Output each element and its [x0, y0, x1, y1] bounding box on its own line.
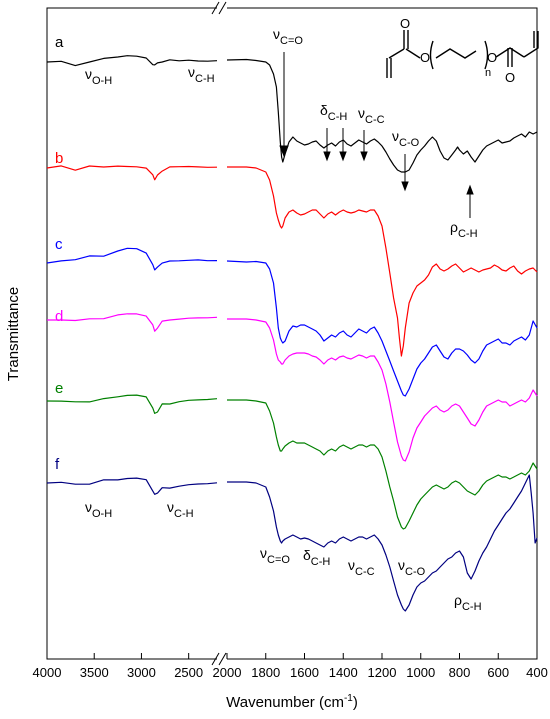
spectrum-line-d-low	[227, 318, 538, 462]
peak-arrows	[279, 52, 474, 218]
x-tick-label: 600	[487, 665, 509, 680]
plot-frame	[46, 7, 538, 660]
x-tick-label: 1400	[329, 665, 358, 680]
spectrum-line-c-high	[46, 247, 218, 271]
svg-text:O: O	[420, 50, 430, 65]
spectrum-line-e-high	[46, 394, 218, 414]
spectrum-line-d-high	[47, 313, 218, 332]
spectrum-line-a-high	[46, 55, 218, 67]
x-tick-label: 800	[449, 665, 471, 680]
label-voh-top: νO-H	[85, 66, 112, 87]
structure-subscript: n	[485, 67, 491, 79]
bottom-annotations: νO-H νC-H νC=O δC-H νC-C νC-O ρC-H	[85, 499, 482, 613]
label-vcc-top: νC-C	[358, 105, 385, 126]
spectrum-line-b-high	[46, 165, 218, 181]
label-vch-bottom: νC-H	[167, 499, 194, 520]
label-dch-top: δC-H	[320, 102, 347, 123]
x-tick-label: 2500	[174, 665, 203, 680]
top-annotations: νO-H νC-H νC=O δC-H νC-C νC-O ρC-H	[85, 26, 478, 240]
label-vco-double-bottom: νC=O	[260, 545, 290, 566]
x-tick-label: 400	[526, 665, 548, 680]
series-label-b: b	[55, 150, 63, 167]
x-axis-label: Wavenumber (cm-1)	[226, 693, 358, 711]
x-tick-label: 2000	[213, 665, 242, 680]
x-tick-label: 1800	[251, 665, 280, 680]
pegda-structure-atoms: O O O O n	[400, 16, 515, 85]
x-tick-label: 4000	[33, 665, 62, 680]
series-labels: a b c d e f	[55, 34, 64, 473]
x-tick-label: 1600	[290, 665, 319, 680]
label-vco-single-bottom: νC-O	[398, 557, 426, 578]
series-label-d: d	[55, 308, 63, 325]
svg-text:O: O	[505, 70, 515, 85]
svg-text:O: O	[487, 50, 497, 65]
series-label-f: f	[55, 456, 60, 473]
label-vco-single-top: νC-O	[392, 128, 420, 149]
arrow-vco-double	[279, 52, 289, 158]
series-label-e: e	[55, 380, 63, 397]
spectrum-line-a-low	[226, 58, 538, 173]
x-tick-label: 1200	[368, 665, 397, 680]
spectrum-line-e-low	[227, 399, 538, 530]
spectrum-line-c-low	[226, 260, 538, 397]
x-tick-label: 3000	[127, 665, 156, 680]
arrow-dch-2	[339, 128, 347, 162]
label-dch-bottom: δC-H	[303, 547, 330, 568]
label-vch-top: νC-H	[188, 64, 215, 85]
axis-break-marks	[211, 1, 227, 666]
series-layer	[46, 55, 538, 612]
spectrum-line-f-low	[227, 474, 538, 612]
series-label-a: a	[55, 34, 64, 51]
svg-text:O: O	[400, 16, 410, 31]
pegda-structure-image	[386, 30, 539, 78]
arrow-rch	[466, 184, 474, 218]
arrow-vco-single	[401, 154, 409, 192]
label-rch-top: ρC-H	[450, 219, 478, 240]
x-tick-label: 3500	[80, 665, 109, 680]
arrow-vcc	[360, 130, 368, 162]
ticks-layer: 4000 3500 3000 2500 2000 1800 1600 1400 1200 1000…	[33, 653, 548, 680]
series-label-c: c	[55, 236, 63, 253]
y-axis-label: Transmittance	[5, 287, 22, 381]
label-rch-bottom: ρC-H	[454, 592, 482, 613]
x-tick-label: 1000	[406, 665, 435, 680]
arrow-dch-1	[323, 128, 331, 162]
spectrum-line-b-low	[227, 166, 538, 357]
label-vcc-bottom: νC-C	[348, 557, 375, 578]
label-vco-double-top: νC=O	[273, 26, 303, 47]
spectrum-line-f-high	[46, 477, 218, 495]
label-voh-bottom: νO-H	[85, 499, 112, 520]
